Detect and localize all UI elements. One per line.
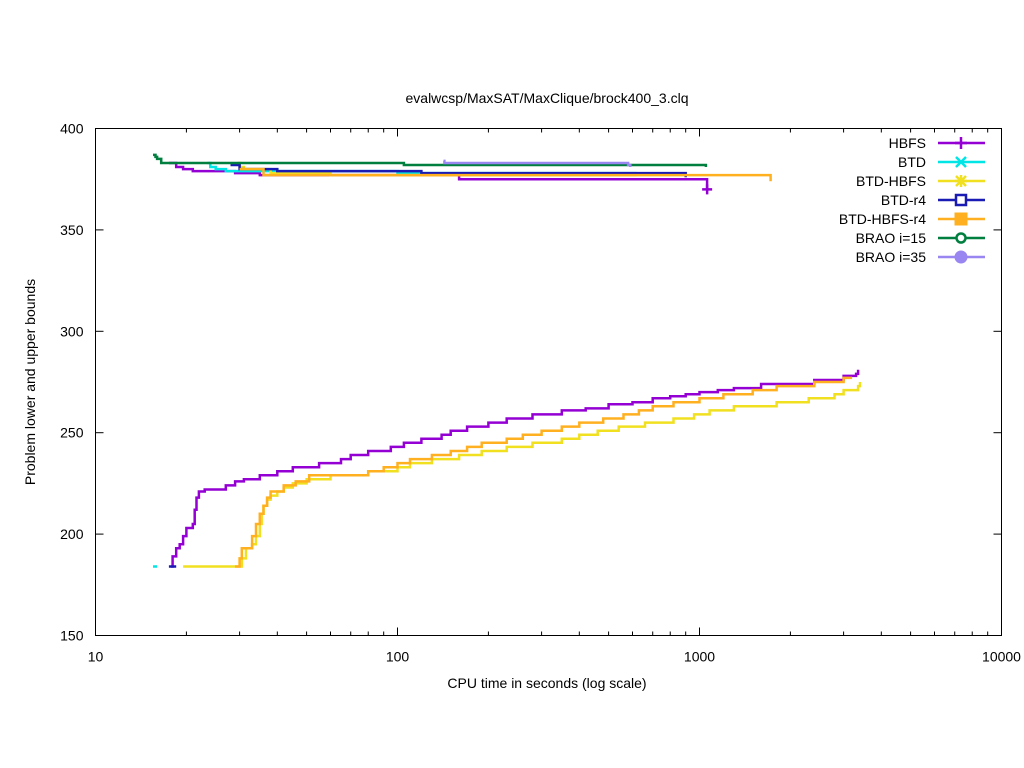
y-tick-label: 150 — [60, 628, 84, 644]
legend-label-btd: BTD — [898, 154, 926, 170]
series-hbfs-upper-bound-line — [168, 161, 709, 190]
x-tick-label: 10000 — [982, 649, 1021, 665]
x-tick-label: 100 — [386, 649, 410, 665]
axis-ticks: 150 200 250 300 350 400 10 100 1000 10000 — [60, 121, 1021, 665]
legend: HBFS BTD BTD-HBFS BTD-r4 BTD-HBFS-r4 BRAO i=1… — [839, 135, 985, 265]
series-hbfs-end-marker — [702, 184, 713, 195]
y-tick-label: 350 — [60, 222, 84, 238]
y-tick-label: 400 — [60, 121, 84, 137]
x-tick-label: 10 — [88, 649, 104, 665]
series-hbfs-lower-bound-line — [171, 369, 860, 568]
legend-label-hbfs: HBFS — [889, 135, 926, 151]
legend-marker-filled-box-icon — [954, 212, 968, 226]
y-tick-label: 300 — [60, 323, 84, 339]
plot-frame — [95, 128, 1002, 636]
series-btd-hbfs-lower-bound-line — [183, 382, 862, 568]
series-brao-i-35-upper-bound-line — [443, 159, 632, 167]
legend-label-btd-hbfs: BTD-HBFS — [856, 173, 926, 189]
legend-marker-cross-icon — [955, 156, 967, 168]
series-lines — [153, 153, 862, 568]
legend-marker-star-icon — [955, 175, 967, 187]
legend-marker-box-icon — [954, 193, 968, 207]
y-axis-label: Problem lower and upper bounds — [22, 279, 38, 485]
series-btd-hbfs-r4-lower-bound-line — [235, 376, 853, 568]
legend-label-brao-i-35: BRAO i=35 — [856, 249, 927, 265]
x-axis-label: CPU time in seconds (log scale) — [447, 675, 646, 691]
x-tick-label: 1000 — [684, 649, 715, 665]
legend-marker-plus-icon — [955, 137, 967, 149]
series-btd-hbfs-r4-upper-bound-line — [239, 167, 772, 182]
series-btd-r4-upper-bound-line — [230, 163, 687, 178]
y-tick-label: 250 — [60, 425, 84, 441]
legend-label-btd-hbfs-r4: BTD-HBFS-r4 — [839, 211, 926, 227]
y-tick-label: 200 — [60, 526, 84, 542]
legend-marker-filled-circle-icon — [954, 250, 968, 264]
legend-marker-circle-icon — [955, 232, 967, 244]
series-brao-i-15-upper-bound-line — [153, 153, 708, 167]
legend-label-btd-r4: BTD-r4 — [881, 192, 926, 208]
chart-title: evalwcsp/MaxSAT/MaxClique/brock400_3.clq — [406, 90, 689, 106]
legend-label-brao-i-15: BRAO i=15 — [856, 230, 927, 246]
